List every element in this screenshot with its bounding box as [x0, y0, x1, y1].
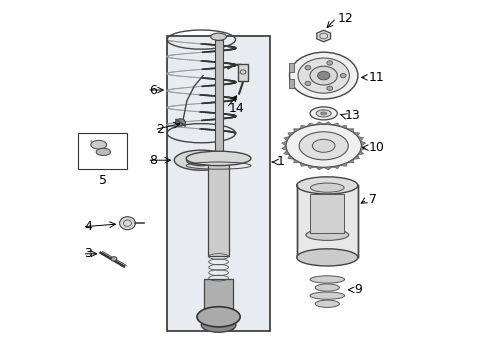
Polygon shape	[346, 159, 353, 163]
Ellipse shape	[201, 318, 235, 332]
Ellipse shape	[326, 61, 332, 65]
Bar	[289, 79, 293, 88]
Text: 9: 9	[354, 283, 362, 296]
Polygon shape	[357, 150, 363, 155]
Ellipse shape	[315, 284, 339, 291]
Text: 12: 12	[337, 12, 353, 24]
Polygon shape	[315, 122, 323, 125]
Ellipse shape	[305, 229, 348, 240]
Ellipse shape	[305, 66, 310, 70]
Text: 1: 1	[276, 156, 284, 168]
Ellipse shape	[111, 257, 117, 261]
Text: 11: 11	[368, 71, 384, 84]
Ellipse shape	[309, 276, 344, 283]
Polygon shape	[331, 165, 340, 168]
Ellipse shape	[296, 177, 357, 194]
Polygon shape	[287, 155, 294, 159]
Polygon shape	[283, 136, 289, 141]
Polygon shape	[346, 129, 353, 132]
Ellipse shape	[186, 151, 250, 166]
Ellipse shape	[309, 107, 337, 120]
Ellipse shape	[312, 139, 334, 152]
Text: 10: 10	[368, 141, 384, 154]
Ellipse shape	[186, 155, 216, 166]
Polygon shape	[315, 167, 323, 170]
Bar	[78, 133, 127, 169]
Ellipse shape	[296, 249, 357, 266]
Text: 14: 14	[228, 102, 244, 114]
Ellipse shape	[309, 292, 344, 299]
Text: 2: 2	[156, 123, 164, 136]
Ellipse shape	[315, 300, 339, 307]
Text: 4: 4	[84, 220, 92, 233]
Ellipse shape	[309, 66, 337, 85]
Ellipse shape	[305, 81, 310, 86]
Bar	[204, 279, 232, 329]
Ellipse shape	[320, 112, 326, 115]
Text: 13: 13	[344, 109, 360, 122]
Polygon shape	[300, 125, 306, 129]
Polygon shape	[316, 30, 330, 42]
Polygon shape	[360, 146, 365, 150]
Polygon shape	[352, 132, 359, 136]
Polygon shape	[323, 167, 331, 170]
Ellipse shape	[317, 71, 329, 80]
Polygon shape	[331, 123, 340, 126]
Ellipse shape	[326, 86, 332, 90]
Polygon shape	[323, 122, 331, 125]
Ellipse shape	[298, 58, 348, 93]
Polygon shape	[360, 141, 365, 146]
Ellipse shape	[120, 217, 135, 230]
Ellipse shape	[174, 150, 228, 170]
Polygon shape	[293, 159, 300, 163]
Polygon shape	[300, 163, 306, 166]
Polygon shape	[306, 123, 315, 126]
Ellipse shape	[289, 52, 357, 99]
Polygon shape	[340, 163, 346, 166]
Ellipse shape	[197, 307, 240, 327]
Bar	[208, 155, 228, 256]
Polygon shape	[306, 165, 315, 168]
Ellipse shape	[285, 124, 361, 167]
Ellipse shape	[194, 158, 207, 163]
Polygon shape	[283, 150, 289, 155]
Polygon shape	[293, 129, 300, 132]
Text: 8: 8	[149, 154, 157, 167]
Text: 7: 7	[368, 193, 376, 206]
Bar	[310, 194, 344, 233]
Polygon shape	[296, 185, 357, 257]
Bar	[238, 64, 247, 81]
Polygon shape	[352, 155, 359, 159]
Polygon shape	[357, 136, 363, 141]
Ellipse shape	[96, 148, 110, 156]
Ellipse shape	[310, 183, 344, 192]
Text: 6: 6	[149, 84, 157, 96]
Ellipse shape	[210, 33, 226, 40]
Ellipse shape	[299, 132, 347, 160]
Ellipse shape	[91, 140, 106, 149]
Polygon shape	[287, 132, 294, 136]
Ellipse shape	[175, 119, 185, 126]
Bar	[214, 40, 222, 169]
Text: 3: 3	[84, 247, 92, 260]
Ellipse shape	[340, 73, 346, 78]
Bar	[289, 63, 293, 72]
Polygon shape	[281, 146, 286, 150]
Text: 5: 5	[99, 174, 107, 186]
Polygon shape	[340, 125, 346, 129]
Polygon shape	[281, 141, 286, 146]
Ellipse shape	[316, 110, 330, 117]
Bar	[167, 36, 269, 331]
